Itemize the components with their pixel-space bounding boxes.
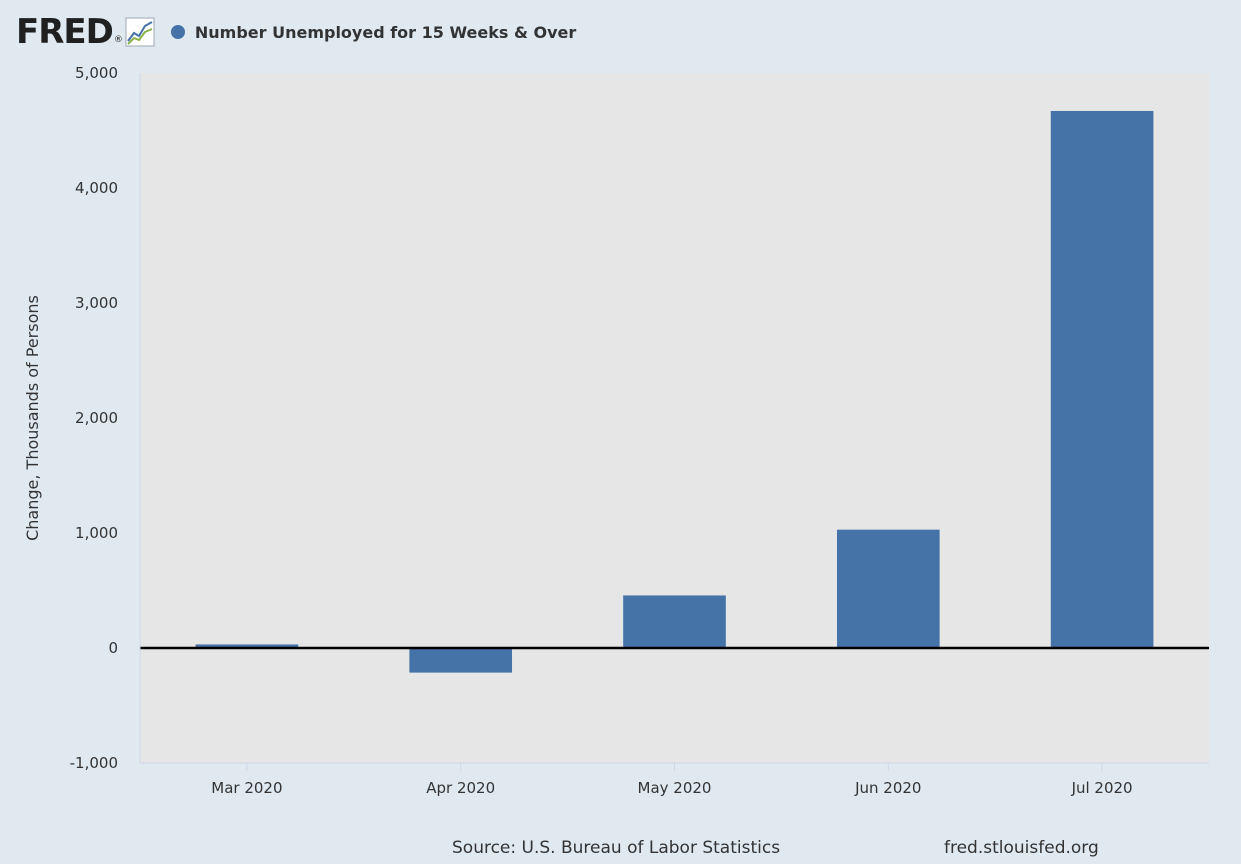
x-tick-label: Jul 2020 [1071,779,1133,797]
x-tick-label: Mar 2020 [211,779,282,797]
logo-text: FRED [16,12,114,52]
legend-marker [170,25,185,39]
y-tick-label: 4,000 [75,179,118,197]
x-tick-label: May 2020 [638,779,712,797]
source-note: Source: U.S. Bureau of Labor Statistics [452,838,781,858]
logo-registered-mark: ® [113,35,123,45]
plot-area [140,73,1209,763]
y-tick-label: -1,000 [70,754,118,772]
y-tick-label: 1,000 [75,524,118,542]
y-tick-label: 0 [108,639,118,657]
y-tick-label: 2,000 [75,409,118,427]
legend: Number Unemployed for 15 Weeks & Over [170,22,577,42]
y-tick-label: 3,000 [75,294,118,312]
legend-label: Number Unemployed for 15 Weeks & Over [194,22,577,42]
x-tick-label: Apr 2020 [426,779,495,797]
y-tick-label: 5,000 [75,64,118,82]
bar-apr-2020[interactable] [409,648,513,673]
x-tick-label: Jun 2020 [854,779,921,797]
fred-logo[interactable]: FRED ® [16,15,155,49]
bar-jun-2020[interactable] [836,529,940,648]
y-axis-label: Change, Thousands of Persons [23,295,42,541]
site-link[interactable]: fred.stlouisfed.org [944,838,1099,858]
line-chart-icon [125,17,155,47]
bar-mar-2020[interactable] [195,644,299,648]
header: FRED ® Number Unemployed for 15 Weeks & … [16,12,576,52]
bar-may-2020[interactable] [623,595,726,648]
bar-jul-2020[interactable] [1050,110,1154,648]
